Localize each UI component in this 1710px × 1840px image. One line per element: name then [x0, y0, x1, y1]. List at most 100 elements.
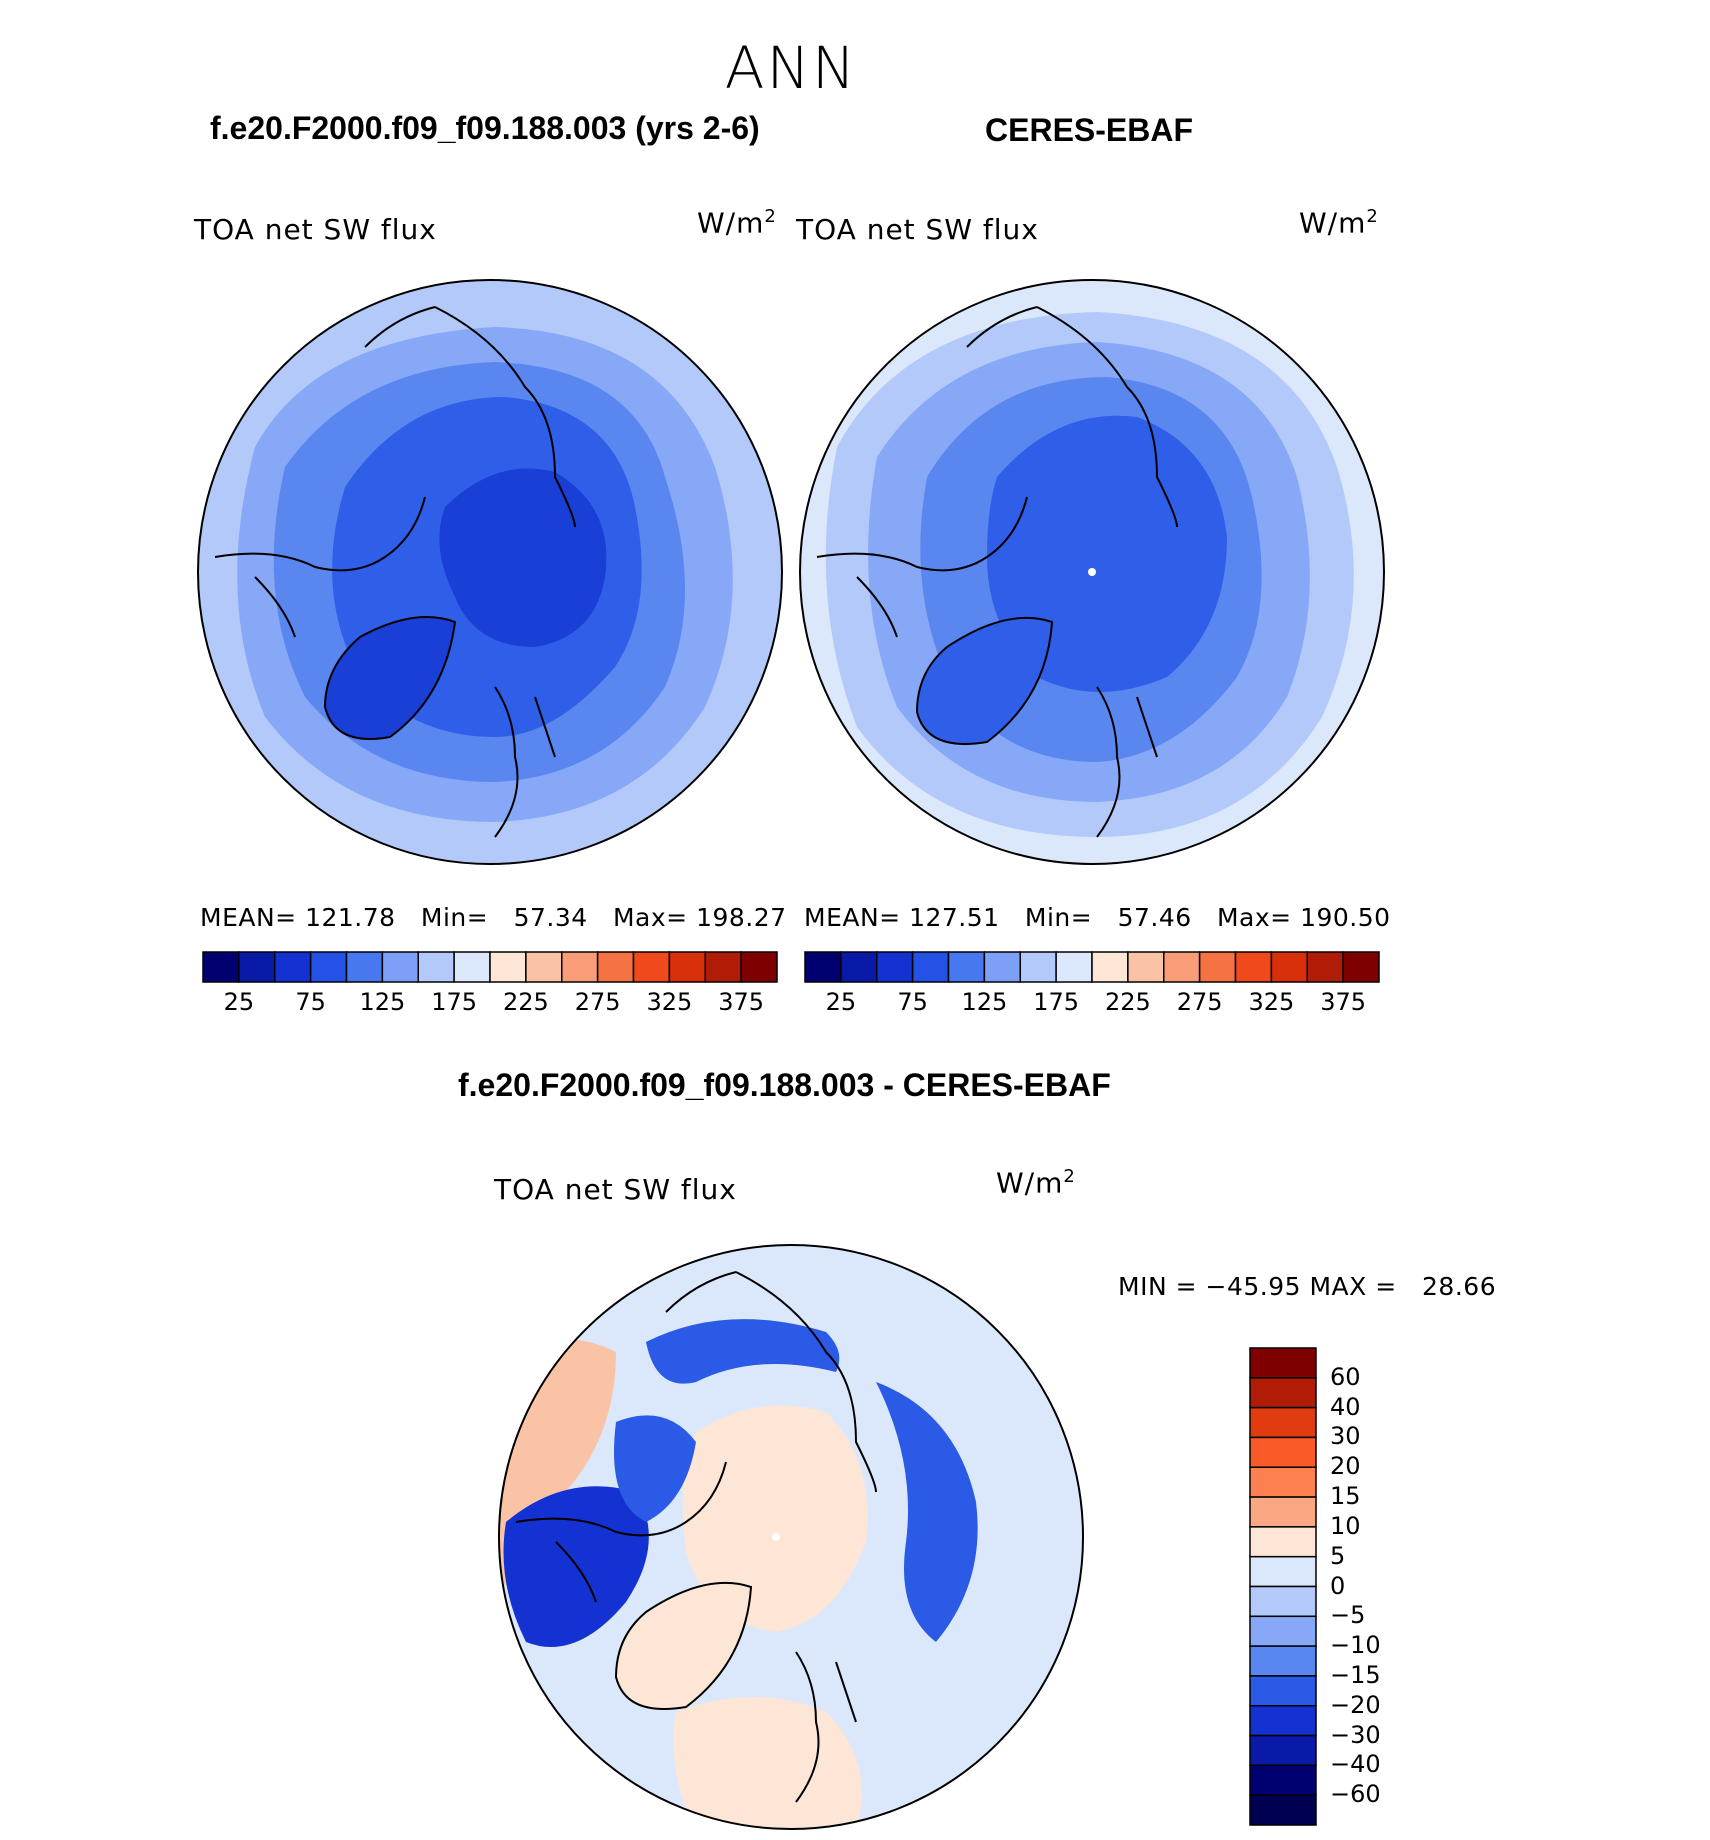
diff-colorbar-label: 60 [1330, 1362, 1361, 1391]
panel2-coast-asia [966, 306, 1178, 528]
panel1-colorbar-box [525, 951, 563, 983]
panel1-colorbar-box [274, 951, 312, 983]
diff-colorbar-box [1249, 1585, 1317, 1618]
diff-cool-nw [614, 1415, 696, 1522]
diff-coast-europe [795, 1651, 857, 1803]
diff-warm-south [673, 1697, 862, 1829]
panel1-colorbar-box [632, 951, 671, 983]
diff-colorbar [1249, 1347, 1317, 1826]
diff-colorbar-box [1249, 1734, 1317, 1767]
panel1-colorbar-tick: 275 [574, 988, 621, 1016]
diff-colorbar-box [1249, 1615, 1317, 1647]
panel1-max-value: 198.27 [696, 903, 787, 932]
diff-colorbar-label: 30 [1330, 1422, 1361, 1451]
diff-colorbar-box [1249, 1406, 1317, 1439]
panel2-colorbar-tick: 175 [1033, 988, 1080, 1016]
panel2-case-title: CERES-EBAF [985, 112, 1194, 148]
diff-colorbar-box [1249, 1526, 1317, 1558]
diff-cool-ring-east [876, 1382, 978, 1642]
panel2-variable-label: TOA net SW flux [796, 213, 1039, 246]
panel2-colorbar-box [1127, 951, 1165, 983]
panel2-colorbar-box [1270, 951, 1308, 983]
diff-colorbar-label: 0 [1330, 1571, 1346, 1600]
main-title: ANN [724, 34, 858, 102]
panel1-colorbar-box [345, 951, 384, 983]
panel1-colorbar-box [596, 951, 635, 983]
panel2-polar-map [799, 279, 1385, 865]
diff-colorbar-label: −5 [1330, 1601, 1366, 1630]
diff-colorbar-label: −60 [1330, 1780, 1381, 1809]
diff-colorbar-label: 5 [1330, 1541, 1346, 1570]
diff-max-value: 28.66 [1422, 1272, 1497, 1301]
diff-colorbar-label: 20 [1330, 1452, 1361, 1481]
panel1-colorbar-box [561, 951, 599, 983]
panel1-colorbar-tick: 125 [359, 988, 406, 1016]
panel1-colorbar-box [238, 951, 276, 983]
panel1-greenland [323, 616, 457, 740]
diff-colorbar-label: −40 [1330, 1750, 1381, 1779]
panel2-colorbar-box [1306, 951, 1344, 983]
panel1-coast-europe [494, 686, 556, 838]
panel1-colorbar [202, 951, 778, 983]
panel2-colorbar [804, 951, 1380, 983]
panel1-colorbar-tick: 225 [502, 988, 549, 1016]
panel1-min-value: 57.34 [513, 903, 588, 932]
panel1-coast-asia [364, 306, 576, 528]
panel2-colorbar-box [1198, 951, 1237, 983]
panel2-colorbar-box [840, 951, 878, 983]
panel2-colorbar-tick: 75 [897, 988, 928, 1016]
diff-colorbar-box [1249, 1347, 1317, 1379]
panel1-colorbar-box [417, 951, 455, 983]
panel2-colorbar-tick: 325 [1248, 988, 1295, 1016]
diff-colorbar-box [1249, 1496, 1317, 1528]
panel2-colorbar-tick: 375 [1320, 988, 1367, 1016]
panel1-colorbar-box [489, 951, 527, 983]
panel2-colorbar-tick: 275 [1176, 988, 1223, 1016]
panel1-colorbar-box [740, 951, 778, 983]
panel2-colorbar-tick: 225 [1104, 988, 1151, 1016]
diff-colorbar-labels: 60 40 30 20 15 10 5 0 −5 −10 −15 −20 −30 −40 −60 [1330, 1348, 1430, 1825]
diff-cool-ring-north [646, 1319, 840, 1384]
diff-greenland [614, 1581, 753, 1710]
panel2-coast-america [816, 496, 1028, 638]
diff-colorbar-box [1249, 1645, 1317, 1677]
diff-colorbar-label: −10 [1330, 1631, 1381, 1660]
panel2-pole-dot [1088, 568, 1096, 576]
panel2-min-value: 57.46 [1117, 903, 1192, 932]
diff-colorbar-label: −20 [1330, 1690, 1381, 1719]
panel2-colorbar-box [1091, 951, 1129, 983]
diff-colorbar-label: −15 [1330, 1660, 1381, 1689]
diff-coast-asia [665, 1271, 877, 1493]
diff-colorbar-box [1249, 1794, 1317, 1826]
diff-colorbar-box [1249, 1705, 1317, 1737]
panel1-stats: MEAN= 121.78 Min= 57.34 Max= 198.27 [200, 903, 787, 932]
panel2-colorbar-box [947, 951, 986, 983]
panel1-field-core [439, 468, 607, 647]
panel1-variable-label: TOA net SW flux [194, 213, 437, 246]
diff-colorbar-box [1249, 1764, 1317, 1796]
panel1-colorbar-ticks: 25 75 125 175 225 275 325 375 [203, 988, 777, 1018]
panel2-colorbar-box [1163, 951, 1201, 983]
panel2-colorbar-box [1234, 951, 1273, 983]
panel1-colorbar-tick: 375 [718, 988, 765, 1016]
panel1-colorbar-box [668, 951, 706, 983]
panel1-colorbar-box [381, 951, 419, 983]
panel2-mean-value: 127.51 [909, 903, 1000, 932]
panel1-coast-america [214, 496, 426, 638]
diff-center-warm [682, 1405, 868, 1632]
panel2-units-label: W/m2 [1299, 206, 1379, 240]
diff-colorbar-label: 10 [1330, 1511, 1361, 1540]
panel2-greenland [915, 616, 1054, 745]
panel1-colorbar-box [453, 951, 491, 983]
diff-coast-america [515, 1461, 727, 1603]
diff-colorbar-label: −30 [1330, 1720, 1381, 1749]
panel1-colorbar-tick: 325 [646, 988, 693, 1016]
panel2-colorbar-box [1055, 951, 1093, 983]
diff-pole-dot [772, 1533, 780, 1541]
panel2-colorbar-box [911, 951, 950, 983]
panel2-max-value: 190.50 [1300, 903, 1391, 932]
panel1-colorbar-box [202, 951, 240, 983]
panel1-colorbar-box [309, 951, 348, 983]
diff-colorbar-box [1249, 1377, 1317, 1409]
panel1-colorbar-tick: 25 [223, 988, 255, 1016]
